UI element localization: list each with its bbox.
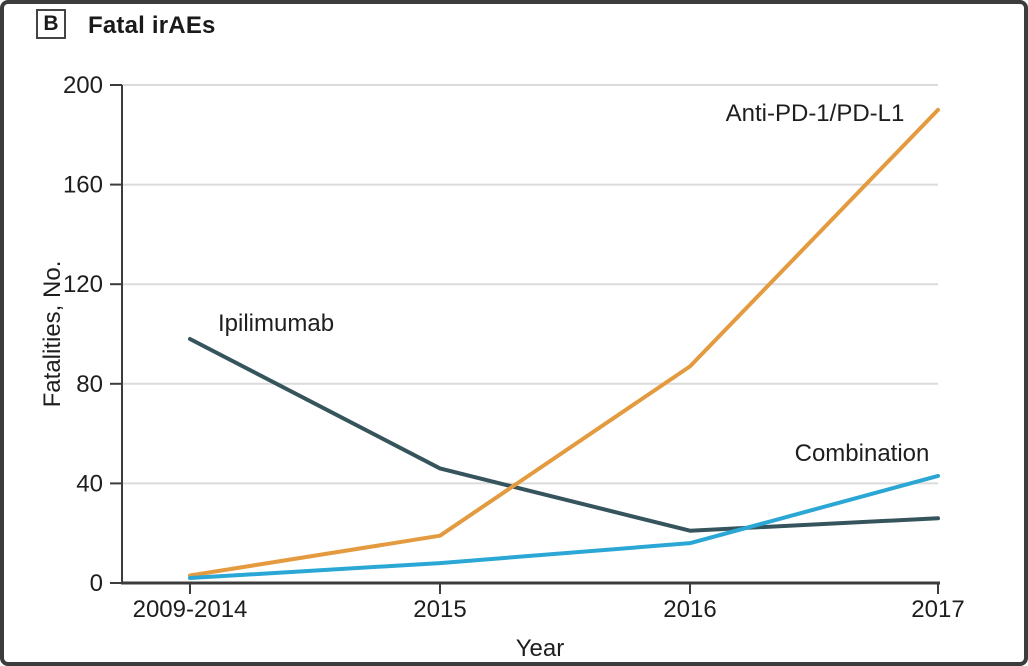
y-tick-label-200: 200 [63,72,103,99]
x-tick-label-2017: 2017 [911,596,964,623]
y-tick-label-160: 160 [63,172,103,199]
series-label-anti-pd-1-pd-l1: Anti-PD-1/PD-L1 [726,100,905,127]
y-tick-label-40: 40 [76,470,103,497]
series-label-combination: Combination [795,440,930,467]
y-axis-title: Fatalities, No. [39,261,66,408]
y-tick-label-80: 80 [76,371,103,398]
y-tick-label-0: 0 [90,570,103,597]
x-tick-label-2009-2014: 2009-2014 [133,596,248,623]
y-tick-label-120: 120 [63,271,103,298]
panel-letter-badge: B [36,9,66,39]
series-line-anti-pd-1-pd-l1 [188,107,940,578]
x-tick-label-2016: 2016 [663,596,716,623]
series-line-combination [188,473,940,581]
series-label-ipilimumab: Ipilimumab [218,310,334,337]
figure-title: Fatal irAEs [88,12,216,39]
x-axis-title: Year [516,635,565,662]
series-line-ipilimumab [188,336,940,533]
x-tick-label-2015: 2015 [413,596,466,623]
